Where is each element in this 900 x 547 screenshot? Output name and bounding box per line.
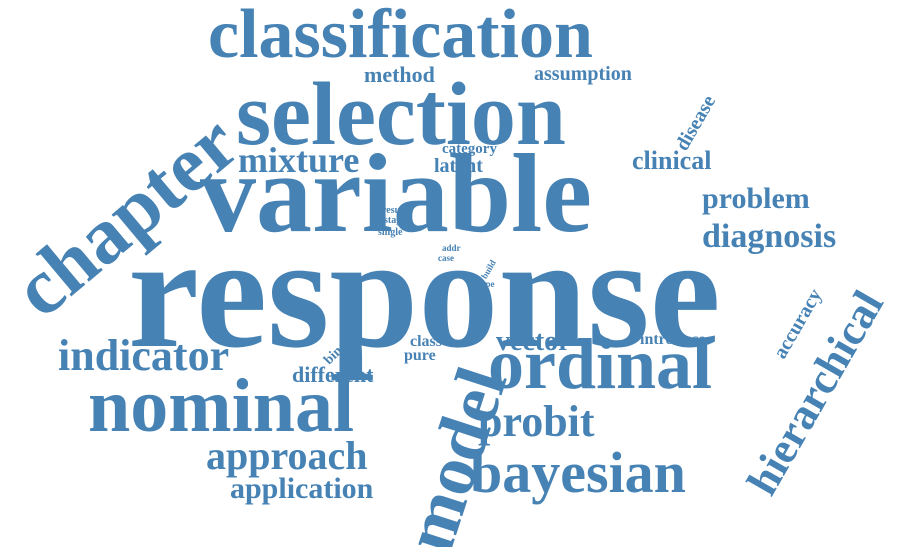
word-case: case xyxy=(438,253,454,263)
word-hierarchical: hierarchical xyxy=(737,282,894,503)
word-clinical: clinical xyxy=(632,146,712,175)
word-application: application xyxy=(230,472,374,505)
word-response: response xyxy=(128,203,721,381)
word-mixture: mixture xyxy=(238,140,360,180)
word-pure: pure xyxy=(404,347,436,364)
word-disease: disease xyxy=(671,91,721,155)
word-probit: probit xyxy=(478,397,595,446)
word-stage: stage xyxy=(384,215,406,226)
word-method: method xyxy=(364,62,435,87)
word-latent: latent xyxy=(434,155,483,177)
word-diagnosis: diagnosis xyxy=(702,218,837,255)
word-classification: classification xyxy=(208,0,593,73)
word-vector: vector xyxy=(496,326,571,357)
word-different: different xyxy=(292,362,374,387)
word-single: single xyxy=(378,227,403,238)
word-assumption: assumption xyxy=(534,63,632,85)
word-selection: selection xyxy=(236,65,566,164)
word-bayesian: bayesian xyxy=(470,440,686,505)
word-variable: variable xyxy=(200,132,592,256)
word-introduce: introduce xyxy=(640,331,706,348)
word-approach: approach xyxy=(206,433,368,478)
word-class: class xyxy=(410,333,442,350)
word-addr: addr xyxy=(442,243,461,253)
word-result: result xyxy=(382,205,407,216)
word-type: type xyxy=(478,279,495,289)
word-indicator: indicator xyxy=(58,331,230,380)
word-category: category xyxy=(442,141,497,157)
word-ordinal: ordinal xyxy=(488,324,713,404)
word-problem: problem xyxy=(702,182,810,215)
word-nominal: nominal xyxy=(88,364,355,448)
